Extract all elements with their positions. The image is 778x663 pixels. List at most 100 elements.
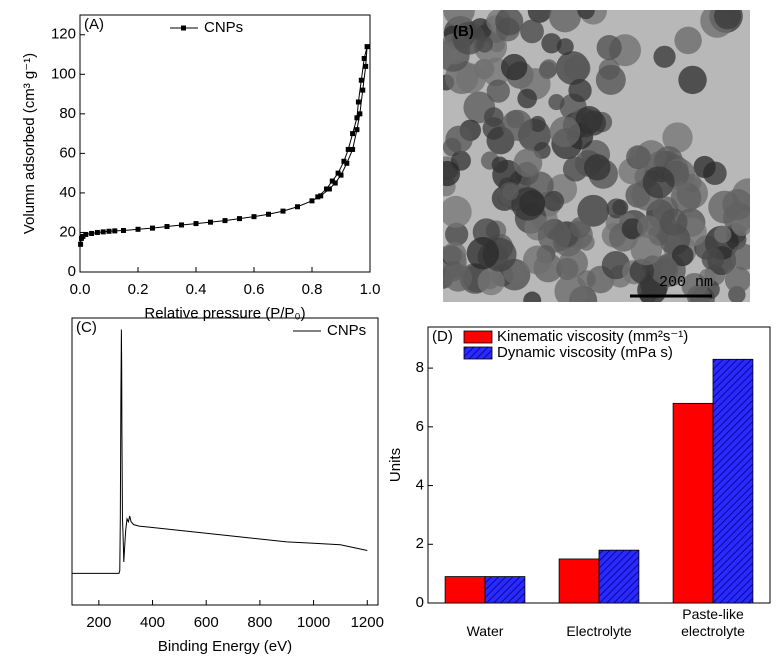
y-tick-label: 6 (416, 418, 424, 435)
legend-label: Kinematic viscosity (mm²s⁻¹) (497, 328, 688, 345)
particle (513, 148, 543, 178)
particle (642, 166, 675, 199)
particle (500, 53, 528, 81)
particle (596, 34, 622, 61)
data-line (80, 46, 368, 245)
data-point (112, 228, 118, 234)
x-tick-label: 600 (194, 614, 219, 631)
data-point (364, 44, 370, 50)
x-tick-label: 1200 (351, 614, 384, 631)
data-point (94, 229, 100, 235)
data-point (295, 204, 300, 210)
data-point (350, 146, 356, 152)
x-tick-label: 200 (86, 614, 111, 631)
data-point (344, 160, 350, 166)
particle (670, 182, 702, 213)
x-axis-label: Relative pressure (P/P₀) (144, 305, 305, 322)
x-tick-label: 800 (247, 614, 272, 631)
y-axis-label: Volumn adsorbed (cm³ g⁻¹) (21, 53, 38, 234)
y-tick-label: 4 (416, 477, 424, 494)
particle (517, 88, 538, 109)
particle (452, 21, 486, 55)
data-point (237, 216, 242, 222)
tem-image (443, 10, 750, 302)
data-point (324, 186, 329, 192)
y-tick-label: 80 (59, 105, 76, 122)
particle (660, 208, 688, 236)
particle (444, 263, 473, 292)
particle (724, 266, 750, 293)
y-tick-label: 0 (416, 594, 424, 611)
legend-swatch (463, 346, 493, 360)
data-point (332, 180, 338, 186)
particle (569, 216, 591, 238)
bar (444, 576, 486, 604)
data-point (164, 224, 170, 230)
particle (577, 10, 595, 20)
legend-label: CNPs (204, 19, 243, 36)
particle (543, 190, 565, 212)
y-tick-label: 2 (416, 535, 424, 552)
legend-label: Dynamic viscosity (mPa s) (497, 344, 673, 361)
data-point (100, 229, 106, 235)
data-point (78, 241, 84, 247)
data-point (355, 99, 361, 105)
bar (712, 358, 754, 604)
x-tick-label: 0.2 (128, 281, 149, 298)
particle (522, 245, 552, 275)
particle (443, 160, 461, 187)
particle (502, 183, 519, 201)
particle (653, 45, 676, 68)
legend-marker (181, 25, 186, 31)
data-point (358, 77, 364, 83)
y-tick-label: 40 (59, 184, 76, 201)
particle (636, 215, 660, 239)
particle (529, 115, 546, 133)
y-tick-label: 20 (59, 223, 76, 240)
data-point (208, 219, 213, 225)
bar (672, 402, 714, 604)
particle (558, 248, 588, 278)
particle (701, 247, 725, 271)
data-line (72, 329, 368, 574)
y-tick-label: 60 (59, 144, 76, 161)
x-tick-label: 0.6 (244, 281, 265, 298)
particle (486, 79, 510, 103)
x-tick-label: Water (466, 623, 504, 639)
data-point (121, 227, 126, 233)
data-point (83, 231, 89, 237)
particle (713, 10, 741, 30)
data-point (345, 146, 351, 152)
data-point (354, 127, 360, 133)
particle (693, 155, 716, 179)
y-tick-label: 100 (51, 65, 76, 82)
particle (537, 219, 571, 253)
data-point (280, 208, 286, 214)
particle (443, 241, 467, 266)
x-tick-label: Paste-like electrolyte (681, 606, 745, 639)
y-axis-label: Units (387, 448, 404, 482)
x-tick-label: 400 (140, 614, 165, 631)
data-point (326, 186, 332, 192)
data-point (360, 87, 366, 93)
x-tick-label: Electrolyte (566, 623, 632, 639)
particle (595, 64, 626, 95)
x-tick-label: 1.0 (360, 281, 381, 298)
particle (581, 110, 607, 136)
data-point (354, 115, 360, 121)
particle (549, 116, 581, 148)
scale-bar-label: 200 nm (659, 274, 713, 291)
particle (443, 195, 472, 228)
data-point (193, 221, 199, 227)
data-point (329, 178, 335, 184)
panel-label: (B) (453, 23, 474, 40)
bar (484, 576, 526, 604)
bar (558, 558, 600, 604)
panel-label: (A) (84, 16, 104, 33)
particle (520, 19, 544, 44)
particle (662, 122, 693, 153)
data-point (150, 225, 155, 231)
plot-frame (79, 14, 371, 273)
